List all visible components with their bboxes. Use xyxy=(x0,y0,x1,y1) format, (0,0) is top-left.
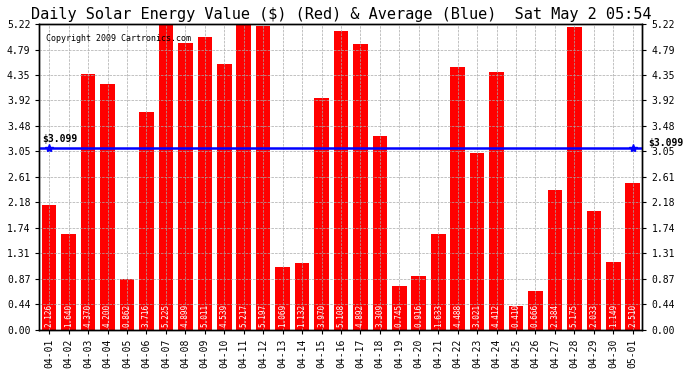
Text: 1.640: 1.640 xyxy=(64,304,73,327)
Text: 1.149: 1.149 xyxy=(609,304,618,327)
Bar xyxy=(392,286,406,330)
Bar xyxy=(159,24,173,330)
Bar xyxy=(489,72,504,330)
Text: 5.225: 5.225 xyxy=(161,304,170,327)
Text: 1.633: 1.633 xyxy=(434,304,443,327)
Bar xyxy=(295,264,309,330)
Bar xyxy=(625,183,640,330)
Bar xyxy=(217,64,232,330)
Text: 3.716: 3.716 xyxy=(142,304,151,327)
Text: 4.488: 4.488 xyxy=(453,304,462,327)
Text: 3.970: 3.970 xyxy=(317,304,326,327)
Text: 5.197: 5.197 xyxy=(259,304,268,327)
Bar xyxy=(567,27,582,330)
Bar xyxy=(411,276,426,330)
Text: 0.862: 0.862 xyxy=(123,304,132,327)
Bar xyxy=(256,26,270,330)
Bar xyxy=(606,262,620,330)
Text: 4.539: 4.539 xyxy=(219,304,229,327)
Bar xyxy=(470,153,484,330)
Text: 3.021: 3.021 xyxy=(473,304,482,327)
Text: Copyright 2009 Cartronics.com: Copyright 2009 Cartronics.com xyxy=(46,34,190,43)
Text: 4.892: 4.892 xyxy=(356,304,365,327)
Bar xyxy=(431,234,446,330)
Text: 5.108: 5.108 xyxy=(337,304,346,327)
Bar xyxy=(373,136,387,330)
Bar xyxy=(586,211,601,330)
Bar xyxy=(275,267,290,330)
Text: 4.412: 4.412 xyxy=(492,304,501,327)
Text: 2.126: 2.126 xyxy=(45,304,54,327)
Title: Daily Solar Energy Value ($) (Red) & Average (Blue)  Sat May 2 05:54: Daily Solar Energy Value ($) (Red) & Ave… xyxy=(31,7,651,22)
Text: 4.370: 4.370 xyxy=(83,304,92,327)
Bar xyxy=(42,206,57,330)
Bar xyxy=(334,31,348,330)
Bar xyxy=(548,190,562,330)
Text: 3.309: 3.309 xyxy=(375,304,384,327)
Text: 2.510: 2.510 xyxy=(628,304,638,327)
Bar xyxy=(509,306,523,330)
Bar xyxy=(314,98,329,330)
Text: $3.099: $3.099 xyxy=(649,138,684,148)
Bar xyxy=(451,67,465,330)
Text: 2.033: 2.033 xyxy=(589,304,598,327)
Text: 4.899: 4.899 xyxy=(181,304,190,327)
Bar xyxy=(528,291,543,330)
Text: 0.916: 0.916 xyxy=(414,304,423,327)
Text: 0.666: 0.666 xyxy=(531,304,540,327)
Text: 2.384: 2.384 xyxy=(551,304,560,327)
Bar xyxy=(139,112,154,330)
Bar xyxy=(178,43,193,330)
Text: 1.132: 1.132 xyxy=(297,304,306,327)
Bar xyxy=(197,37,212,330)
Bar xyxy=(81,74,95,330)
Text: 1.069: 1.069 xyxy=(278,304,287,327)
Bar xyxy=(119,279,135,330)
Text: 0.745: 0.745 xyxy=(395,304,404,327)
Bar xyxy=(237,25,251,330)
Text: 5.217: 5.217 xyxy=(239,304,248,327)
Bar xyxy=(61,234,76,330)
Bar xyxy=(353,44,368,330)
Text: 0.410: 0.410 xyxy=(511,304,520,327)
Bar xyxy=(100,84,115,330)
Text: $3.099: $3.099 xyxy=(43,134,78,144)
Text: 4.200: 4.200 xyxy=(103,304,112,327)
Text: 5.011: 5.011 xyxy=(200,304,209,327)
Text: 5.175: 5.175 xyxy=(570,304,579,327)
